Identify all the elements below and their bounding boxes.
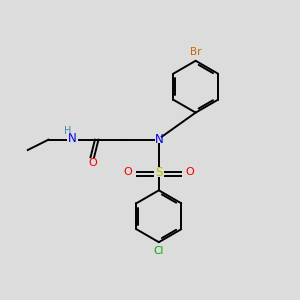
Text: H: H [64,126,71,136]
Text: S: S [155,166,163,178]
Text: Br: Br [190,47,201,57]
Text: O: O [88,158,97,168]
Text: Cl: Cl [154,246,164,256]
Text: O: O [124,167,132,177]
Text: O: O [185,167,194,177]
Text: N: N [68,132,76,145]
Text: N: N [154,133,163,146]
